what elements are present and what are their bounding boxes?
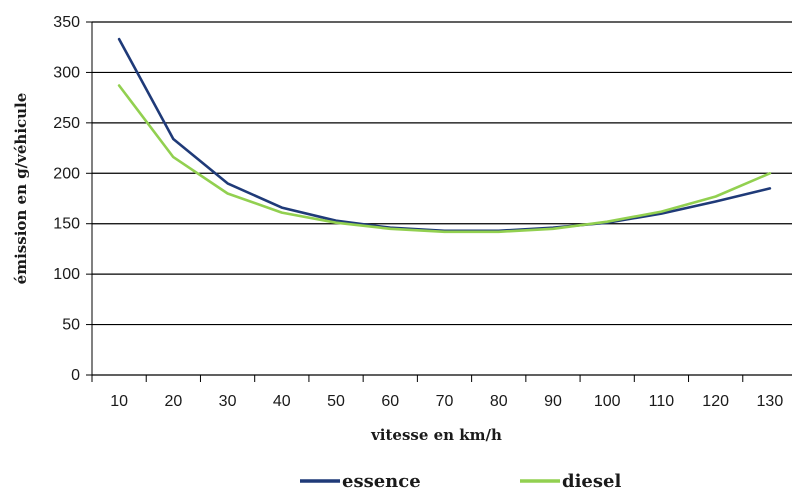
x-tick-label: 80 [490,393,508,410]
x-tick-label: 30 [219,393,237,410]
x-tick-label: 100 [594,393,621,410]
x-tick-label: 110 [649,393,675,410]
y-tick-label: 250 [53,115,80,132]
x-tick-label: 40 [273,393,291,410]
x-tick-label: 10 [110,393,128,410]
legend: essence diesel [300,471,621,490]
x-tick-label: 70 [436,393,454,410]
legend-label-essence: essence [342,471,421,490]
x-axis-title: vitesse en km/h [370,426,502,444]
series-line-essence [117,37,772,233]
y-tick-label: 200 [53,165,80,182]
y-tick-label: 0 [71,367,80,384]
x-tick-label: 20 [164,393,182,410]
x-tick-label: 50 [327,393,345,410]
y-axis-ticks: 0 50 100 150 200 250 300 350 [53,14,92,384]
x-axis: 10 20 30 40 50 60 70 80 90 100 110 120 130 [91,22,792,410]
x-tick-label: 120 [702,393,729,410]
x-tick-label: 60 [381,393,399,410]
y-tick-label: 150 [53,216,80,233]
y-tick-label: 50 [62,317,80,334]
y-tick-label: 350 [53,14,80,31]
y-tick-label: 300 [53,64,80,81]
series-lines [117,37,772,234]
x-tick-label: 130 [757,393,784,410]
y-axis-title: émission en g/véhicule [12,93,30,285]
gridlines [92,21,792,326]
series-line-diesel [117,84,772,234]
legend-label-diesel: diesel [562,471,621,490]
x-tick-label: 90 [544,393,562,410]
y-tick-label: 100 [53,266,80,283]
